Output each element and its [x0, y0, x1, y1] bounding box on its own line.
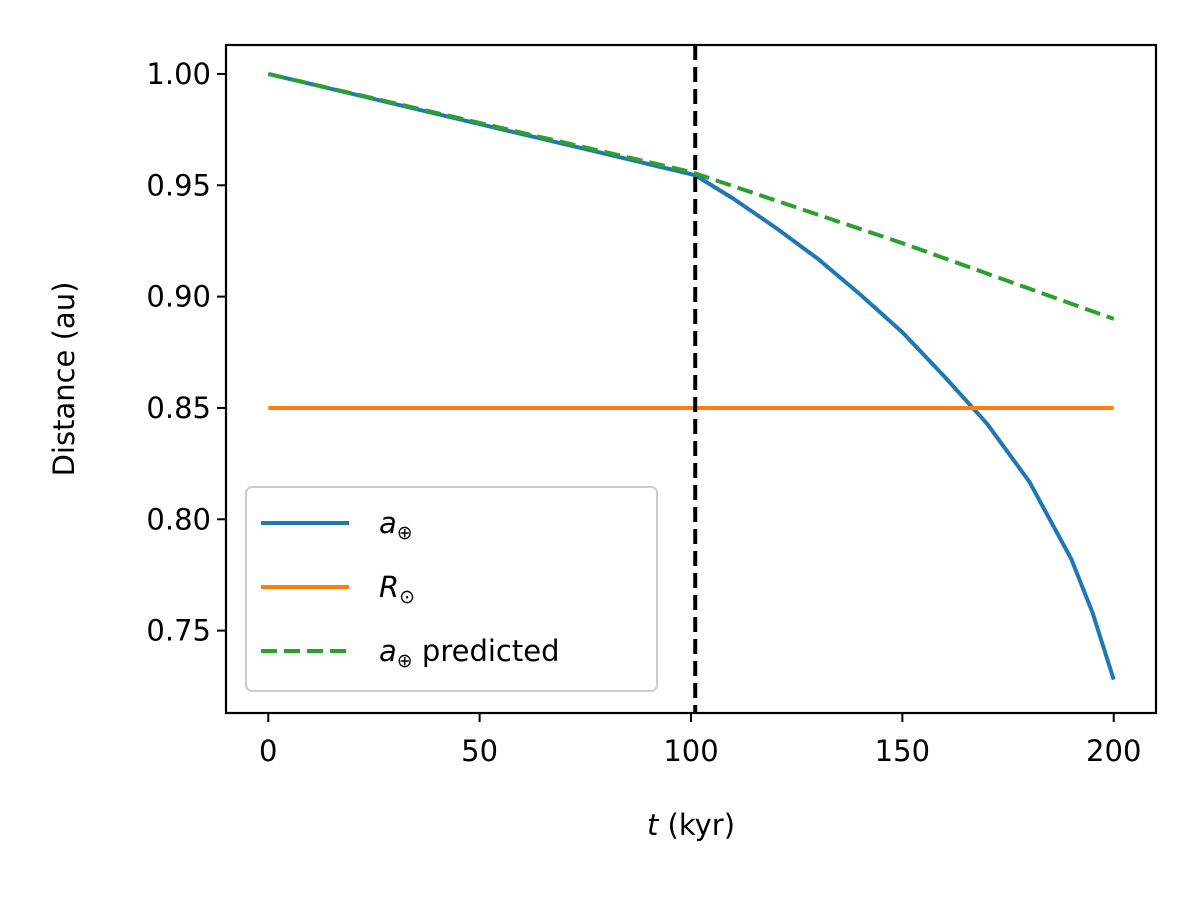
x-tick-label: 200: [1086, 734, 1141, 768]
x-axis-label: t (kyr): [647, 808, 735, 842]
legend-label-a-earth: a⊕: [379, 506, 413, 544]
legend: a⊕ R⊙ a⊕ predicted: [245, 486, 658, 692]
x-tick-label: 0: [259, 734, 277, 768]
x-tick-label: 100: [663, 734, 718, 768]
y-tick-label: 0.90: [146, 280, 211, 314]
x-tick-label: 150: [875, 734, 930, 768]
y-axis-label: Distance (au): [47, 282, 81, 477]
y-tick-label: 0.95: [146, 168, 211, 202]
x-tick-label: 50: [461, 734, 498, 768]
legend-label-r-sun: R⊙: [379, 570, 415, 608]
series-layer: [267, 72, 1116, 681]
axes: 0 50 100 150 200 0.75 0.80 0.85 0.90 0.95 1.00 t (k…: [47, 57, 1141, 842]
y-tick-label: 1.00: [146, 57, 211, 91]
legend-box: [245, 486, 658, 692]
series-line-a-earth-predicted: [267, 72, 1115, 321]
plot-frame: [224, 43, 1158, 715]
y-tick-label: 0.80: [146, 502, 211, 536]
y-tick-label: 0.85: [146, 391, 211, 425]
legend-label-a-earth-predicted: a⊕ predicted: [379, 634, 560, 672]
y-tick-label: 0.75: [146, 614, 211, 648]
